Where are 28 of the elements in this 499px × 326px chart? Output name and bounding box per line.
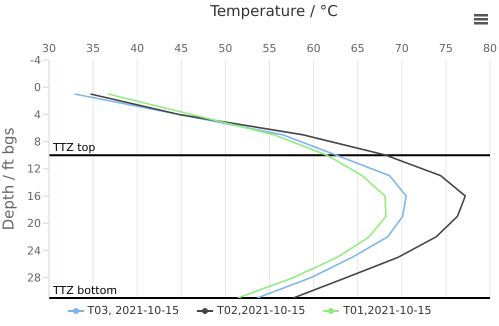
x-tick-label: 45 [174,42,188,55]
ref-line-label: TTZ top [52,141,96,154]
y-tick-label: 12 [27,162,41,176]
x-tick-label: 65 [350,42,365,55]
y-tick-label: 28 [27,272,41,285]
ref-line-label: TTZ bottom [52,284,118,297]
y-tick-label: 4 [34,108,41,122]
x-tick-label: 50 [218,42,232,55]
x-tick-label: 70 [394,42,409,55]
y-tick-label: 8 [34,136,41,149]
y-tick-label: 0 [34,81,41,94]
x-axis-title: Temperature / °C [209,2,339,20]
x-tick-label: 60 [306,42,321,55]
y-tick-label: 20 [27,217,41,230]
legend-label: T01,2021-10-15 [343,304,432,317]
legend-label: T03, 2021-10-15 [88,304,180,317]
x-tick-label: 30 [42,42,56,55]
x-tick-label: 55 [262,42,276,55]
line-series [74,93,408,298]
y-tick-label: -4 [30,54,41,67]
x-tick-label: 75 [438,42,453,55]
y-tick-label: 24 [27,244,41,258]
y-tick-label: 16 [27,190,41,203]
y-axis-title: Depth / ft bgs [0,127,18,230]
x-tick-label: 40 [130,42,144,55]
legend-label: T02,2021-10-15 [217,304,306,317]
x-tick-label: 35 [86,42,100,55]
x-tick-label: 80 [483,42,497,55]
